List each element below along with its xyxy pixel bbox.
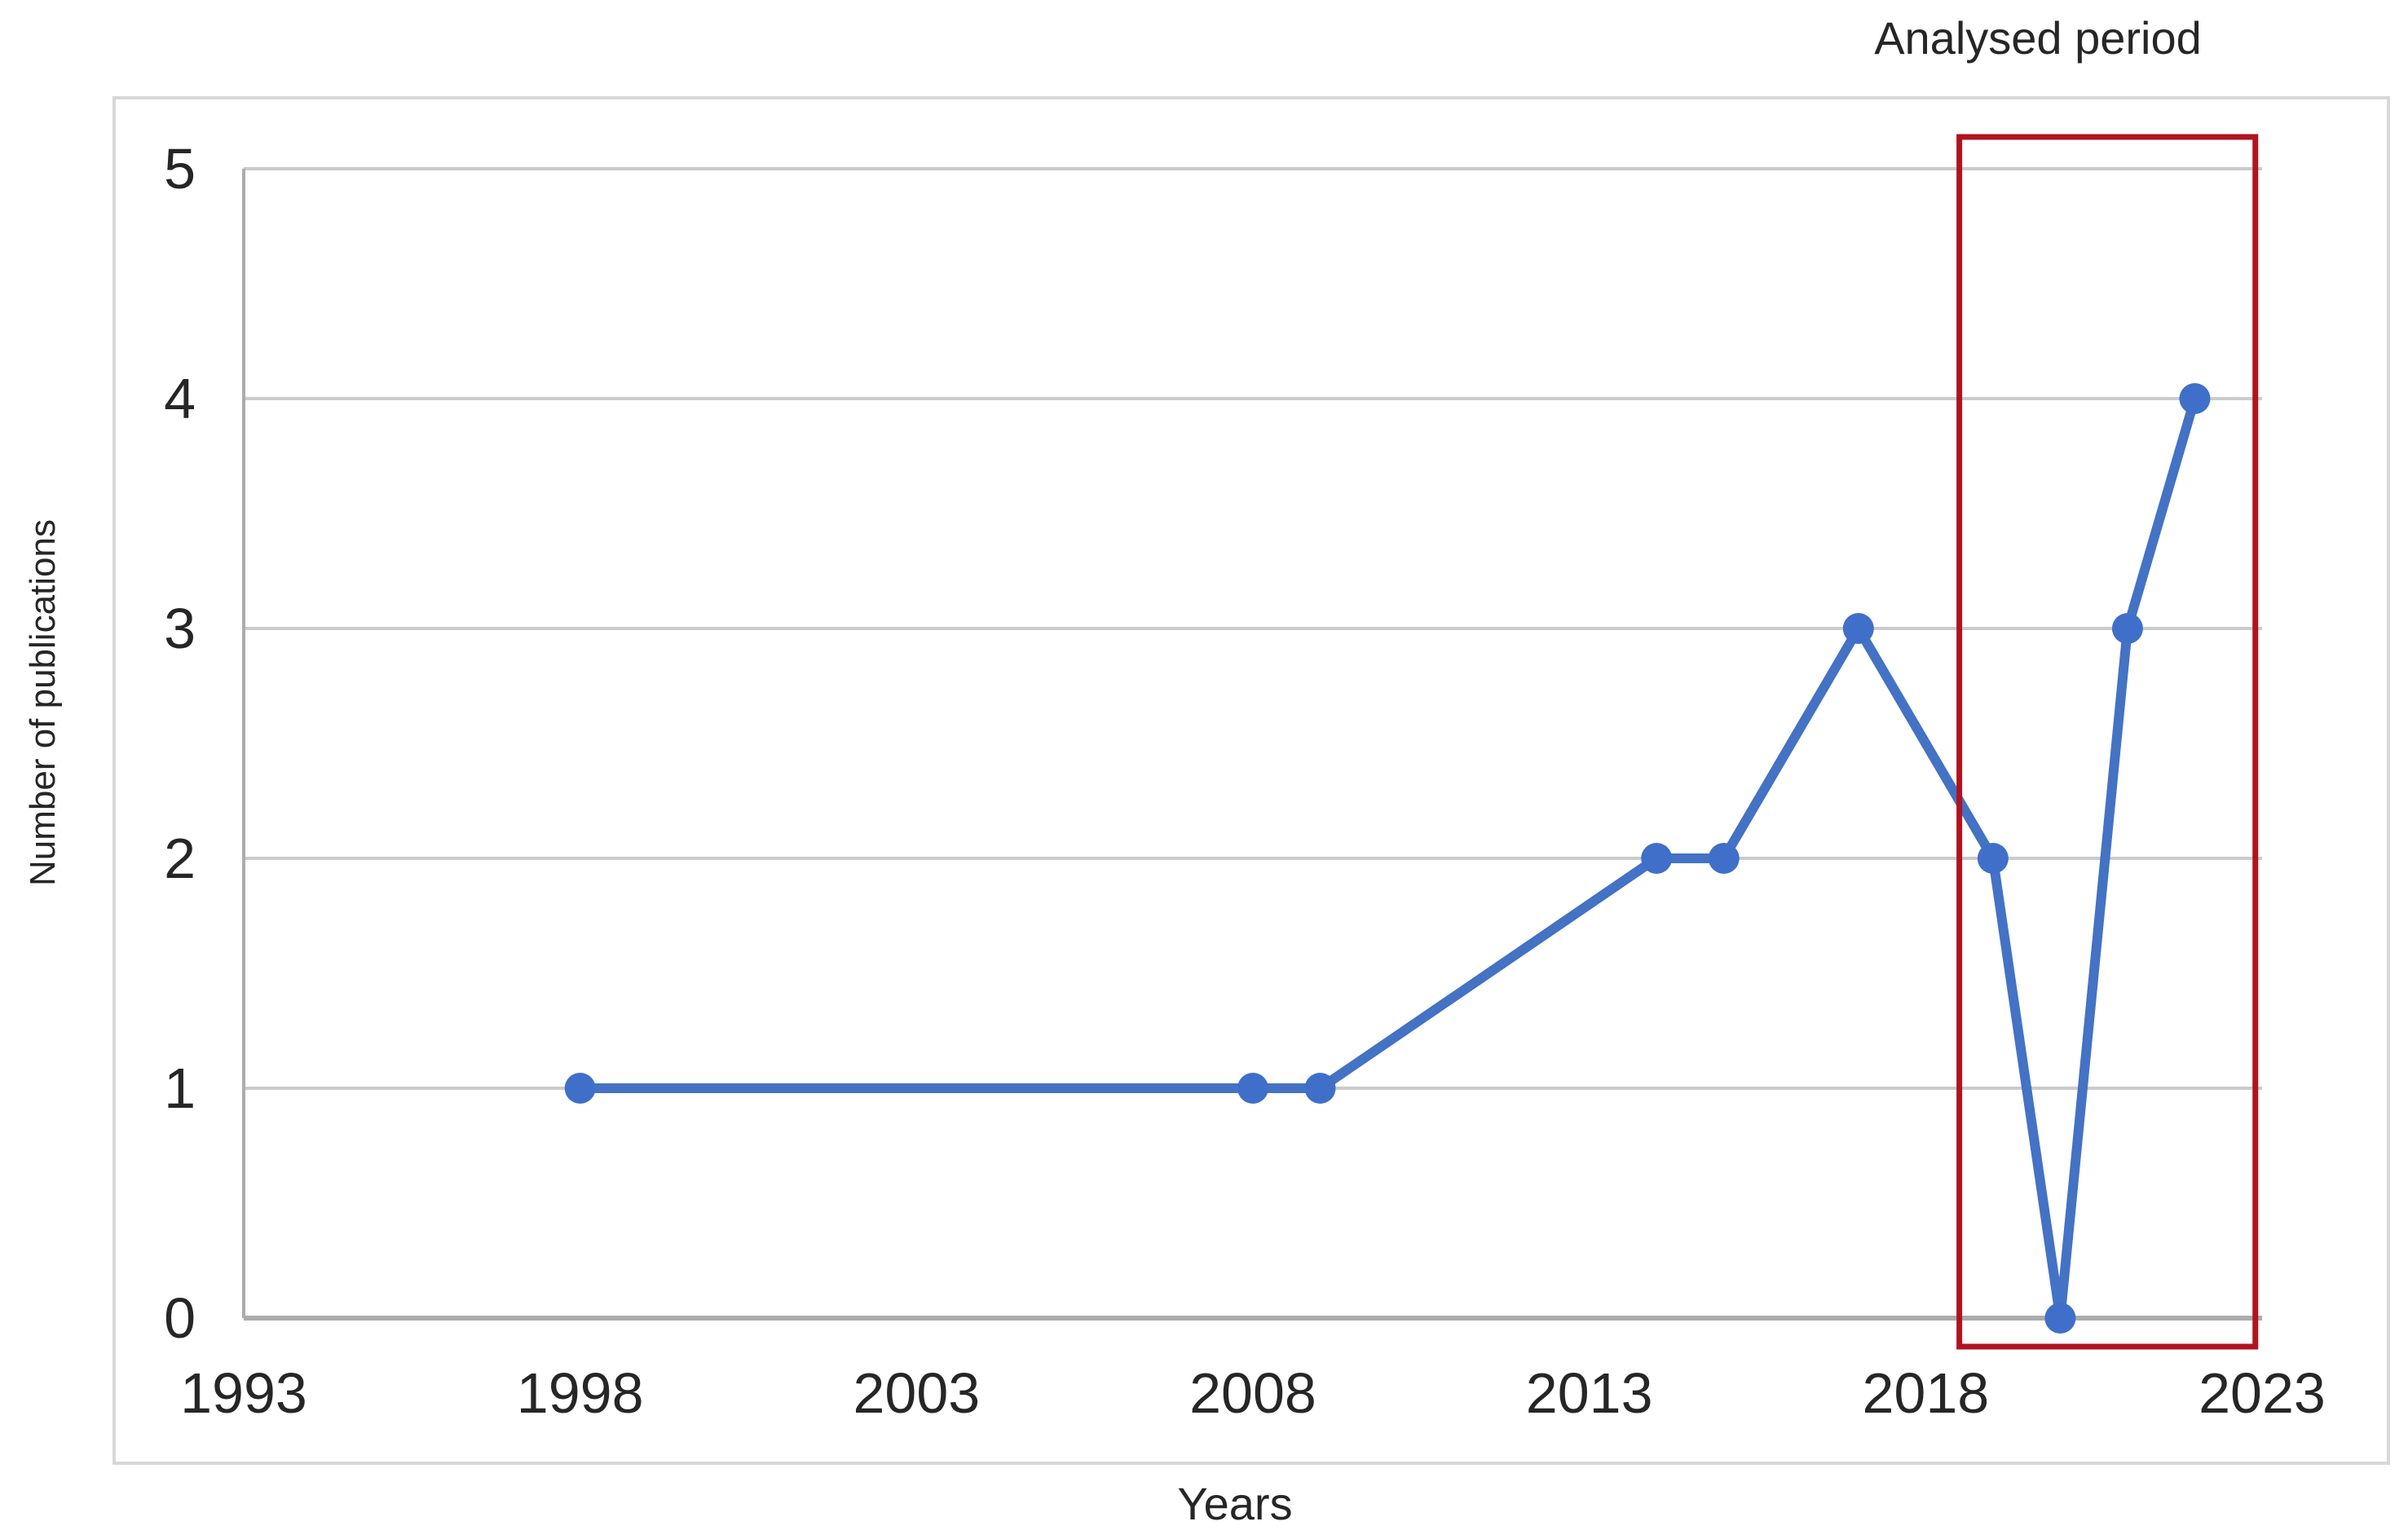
chart-outer-border [112,96,2390,1465]
publications-series-line [575,394,2200,1323]
y-axis-title: Number of publications [23,519,63,887]
x-tick-label-2013: 2013 [1526,1361,1653,1425]
x-axis-title: Years [1177,1478,1293,1529]
data-point-2021 [2111,613,2143,644]
x-tick-label-1993: 1993 [180,1361,307,1425]
analysed-period-label: Analysed period [1874,12,2202,64]
x-tick-label-1998: 1998 [517,1361,644,1425]
data-point-2020 [2044,1303,2076,1334]
y-tick-label-5: 5 [164,137,196,201]
data-point-1998 [564,1073,596,1104]
data-point-2008 [1237,1073,1268,1104]
data-point-2017 [1842,613,1874,644]
x-tick-label-2023: 2023 [2199,1361,2326,1425]
y-tick-label-2: 2 [164,827,196,890]
y-tick-label-4: 4 [164,367,196,430]
x-tick-label-2018: 2018 [1862,1361,1989,1425]
x-tick-label-2003: 2003 [853,1361,980,1425]
x-tick-label-2008: 2008 [1189,1361,1316,1425]
y-tick-label-1: 1 [164,1056,196,1120]
data-point-2014 [1641,843,1673,874]
y-tick-label-0: 0 [164,1286,196,1350]
y-tick-label-3: 3 [164,597,196,660]
analysed-period-box [1956,134,2259,1350]
data-point-2015 [1708,843,1740,874]
data-point-2009 [1304,1073,1336,1104]
data-point-2019 [1977,843,2009,874]
data-point-2022 [2179,383,2211,414]
